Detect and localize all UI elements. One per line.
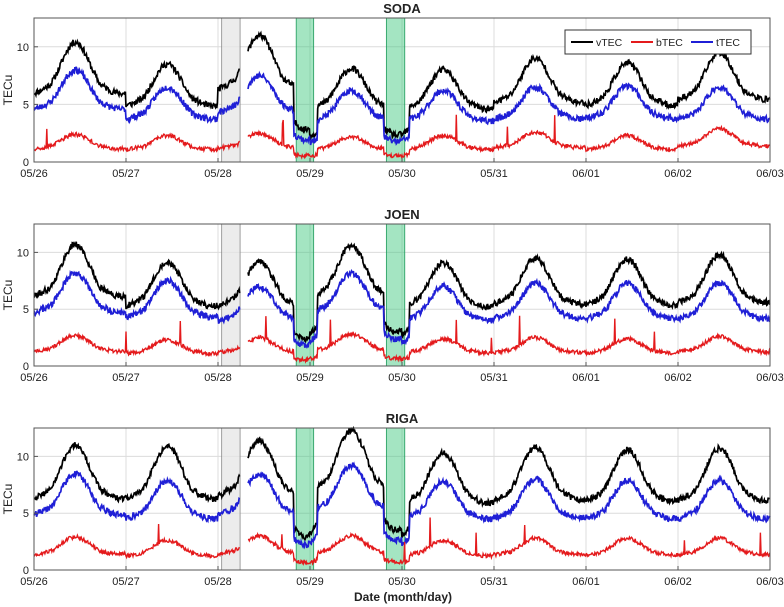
x-tick-label: 06/02 <box>664 576 692 588</box>
panel-riga: 05/26 05/27 05/28 05/29 05/30 05/31 06/01 06/02… <box>1 411 784 588</box>
legend-box <box>564 29 752 55</box>
panel-joen: 05/26 05/27 05/28 05/29 05/30 05/31 06/01 06/02… <box>1 207 784 384</box>
gap-band <box>221 17 241 163</box>
x-tick-label: 05/31 <box>480 372 508 384</box>
legend-label-ttec: tTEC <box>716 37 740 49</box>
y-tick-label: 10 <box>17 42 29 54</box>
y-tick-label: 0 <box>23 157 29 169</box>
y-tick-label: 5 <box>23 304 29 316</box>
panel-title: SODA <box>383 1 421 16</box>
x-tick-label: 06/02 <box>664 372 692 384</box>
event-band <box>385 427 406 571</box>
x-tick-label: 06/01 <box>572 168 600 180</box>
x-tick-label: 05/29 <box>296 576 324 588</box>
series-line-ttec <box>33 461 771 550</box>
series-line-btec <box>33 315 771 364</box>
x-tick-label: 05/29 <box>296 168 324 180</box>
panel-soda: 05/26 05/27 05/28 05/29 05/30 05/31 06/01 06/02… <box>1 1 784 180</box>
x-tick-label: 06/03 <box>756 576 784 588</box>
y-tick-label: 5 <box>23 99 29 111</box>
legend-label-vtec: vTEC <box>596 37 623 49</box>
x-tick-label: 05/26 <box>20 576 48 588</box>
panel-title: RIGA <box>386 411 419 426</box>
y-axis-label: TECu <box>1 280 15 311</box>
x-tick-label: 05/30 <box>388 576 416 588</box>
x-tick-label: 05/27 <box>112 372 140 384</box>
x-tick-label: 06/01 <box>572 576 600 588</box>
x-tick-label: 05/27 <box>112 168 140 180</box>
series-line-vtec <box>33 426 771 542</box>
series-line-btec <box>33 517 771 567</box>
y-tick-label: 10 <box>17 451 29 463</box>
x-tick-label: 05/28 <box>204 372 232 384</box>
x-tick-label: 06/02 <box>664 168 692 180</box>
series-line-vtec <box>33 30 771 141</box>
y-tick-label: 5 <box>23 508 29 520</box>
x-axis-label: Date (month/day) <box>354 590 452 604</box>
x-tick-label: 05/27 <box>112 576 140 588</box>
panel-title: JOEN <box>384 207 419 222</box>
x-tick-label: 05/26 <box>20 168 48 180</box>
x-tick-label: 05/31 <box>480 168 508 180</box>
x-tick-label: 05/31 <box>480 576 508 588</box>
y-tick-label: 10 <box>17 247 29 259</box>
x-tick-label: 05/30 <box>388 372 416 384</box>
legend: vTEC bTEC tTEC <box>564 29 752 55</box>
x-tick-label: 05/26 <box>20 372 48 384</box>
x-tick-label: 05/30 <box>388 168 416 180</box>
x-tick-label: 06/01 <box>572 372 600 384</box>
series-line-btec <box>33 114 771 160</box>
y-axis-label: TECu <box>1 75 15 106</box>
series-line-ttec <box>33 66 771 146</box>
y-axis-label: TECu <box>1 484 15 515</box>
x-tick-label: 05/28 <box>204 576 232 588</box>
y-tick-label: 0 <box>23 361 29 373</box>
legend-label-btec: bTEC <box>656 37 683 49</box>
x-tick-label: 06/03 <box>756 168 784 180</box>
event-band <box>295 427 315 571</box>
series-line-ttec <box>33 268 771 349</box>
x-tick-label: 05/28 <box>204 168 232 180</box>
x-tick-label: 06/03 <box>756 372 784 384</box>
series-line-vtec <box>33 240 771 344</box>
x-tick-label: 05/29 <box>296 372 324 384</box>
y-tick-label: 0 <box>23 565 29 577</box>
